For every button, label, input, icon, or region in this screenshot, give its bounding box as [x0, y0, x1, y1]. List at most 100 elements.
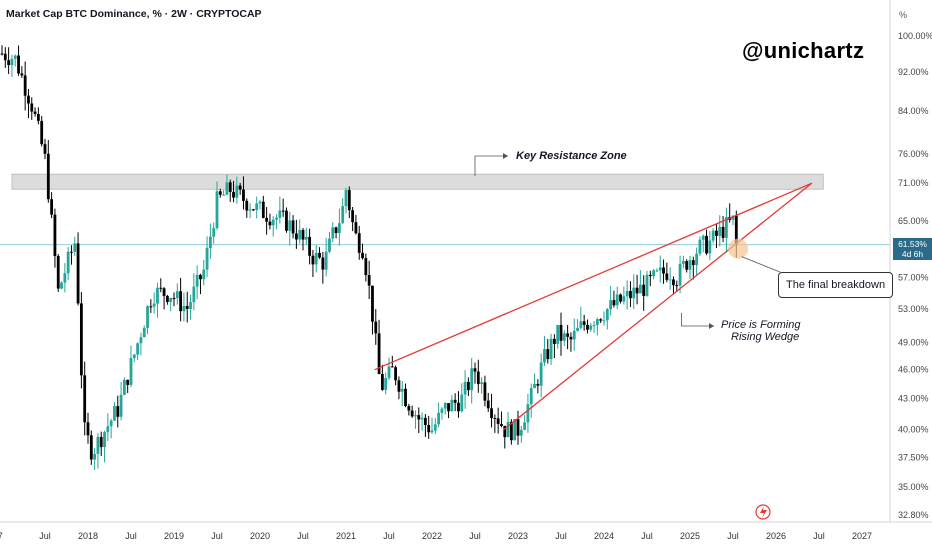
candle-body [235, 185, 239, 198]
candle-body [86, 422, 90, 436]
candle-body [397, 380, 401, 392]
candle-body [318, 252, 321, 258]
candle-body [552, 338, 556, 344]
candle-body [208, 236, 212, 248]
candle-body [30, 103, 34, 112]
candle-body [46, 153, 50, 200]
candle-body [73, 243, 77, 252]
candle-body [629, 290, 632, 299]
candle-body [668, 279, 672, 281]
candle-body [374, 321, 378, 334]
candle-body [453, 399, 457, 403]
x-tick-label: Jul [125, 531, 137, 541]
candle-body [662, 267, 665, 274]
candle-body [152, 303, 156, 307]
candle-body [665, 273, 669, 280]
candle-body [60, 282, 63, 289]
candle-body [361, 252, 364, 259]
candle-body [23, 75, 27, 96]
candle-body [526, 404, 530, 423]
candle-body [572, 330, 576, 340]
candle-body [182, 306, 186, 312]
candle-body [248, 209, 252, 211]
lightning-icon [760, 506, 767, 518]
candle-body [734, 215, 738, 245]
candle-body [460, 394, 464, 412]
candle-body [27, 95, 30, 104]
candle-body [275, 217, 278, 220]
candle-body [146, 306, 149, 328]
candle-body [93, 453, 97, 460]
candle-body [400, 388, 404, 392]
y-tick-label: 71.00% [898, 178, 929, 188]
candle-body [678, 263, 682, 286]
candle-body [0, 53, 4, 55]
candle-body [301, 229, 305, 240]
candle-body [519, 429, 523, 436]
candle-body [122, 379, 126, 395]
x-tick-label: 2025 [680, 531, 700, 541]
candle-body [132, 354, 136, 358]
candle-body [562, 333, 566, 341]
candle-body [218, 191, 222, 195]
candle-body [384, 378, 388, 390]
candle-body [718, 226, 722, 236]
candle-body [506, 421, 510, 438]
y-tick-label: 37.50% [898, 452, 929, 462]
candle-body [609, 300, 613, 310]
breakdown-pointer [741, 256, 781, 273]
candle-body [169, 298, 173, 302]
candle-body [387, 366, 391, 379]
candle-body [523, 422, 527, 430]
candle-body [341, 206, 345, 224]
x-tick-label: Jul [727, 531, 739, 541]
candle-body [251, 209, 255, 211]
candle-body [715, 230, 718, 236]
x-tick-label: 2020 [250, 531, 270, 541]
candle-body [119, 394, 123, 417]
candle-body [681, 261, 685, 264]
candle-body [172, 298, 176, 300]
candle-body [99, 436, 103, 448]
candle-body [589, 325, 593, 330]
candle-body [582, 321, 586, 325]
candle-body [17, 55, 20, 74]
candle-body [228, 182, 232, 192]
candle-body [685, 261, 689, 270]
candle-body [215, 191, 219, 228]
x-tick-label: 2026 [766, 531, 786, 541]
candle-body [566, 333, 570, 337]
axis-unit-label[interactable]: % [899, 10, 908, 20]
candle-body [242, 189, 245, 201]
wedge-label-line1: Price is Forming [721, 319, 801, 331]
candle-body [304, 236, 308, 240]
y-tick-label: 65.00% [898, 216, 929, 226]
candle-body [404, 388, 407, 407]
x-tick-label: 17 [0, 531, 3, 541]
candle-body [195, 274, 199, 287]
candle-body [500, 423, 503, 426]
candle-body [615, 294, 619, 306]
candle-body [212, 227, 216, 237]
candle-body [43, 144, 47, 154]
candle-body [63, 273, 67, 283]
candle-body [543, 349, 546, 363]
candle-body [486, 400, 490, 409]
y-tick-label: 100.00% [898, 31, 932, 41]
candle-body [245, 200, 249, 211]
candle-body [268, 221, 272, 226]
y-tick-label: 76.00% [898, 149, 929, 159]
candle-body [559, 324, 563, 341]
candle-body [463, 381, 467, 395]
x-tick-label: 2023 [508, 531, 528, 541]
candle-body [351, 210, 355, 223]
candle-body [648, 274, 652, 277]
candle-body [602, 320, 606, 322]
candle-body [377, 333, 381, 374]
y-tick-label: 35.00% [898, 482, 929, 492]
x-tick-label: 2027 [852, 531, 872, 541]
candle-body [695, 253, 699, 266]
candle-body [427, 425, 431, 433]
candle-body [202, 269, 206, 280]
candle-body [96, 436, 100, 454]
